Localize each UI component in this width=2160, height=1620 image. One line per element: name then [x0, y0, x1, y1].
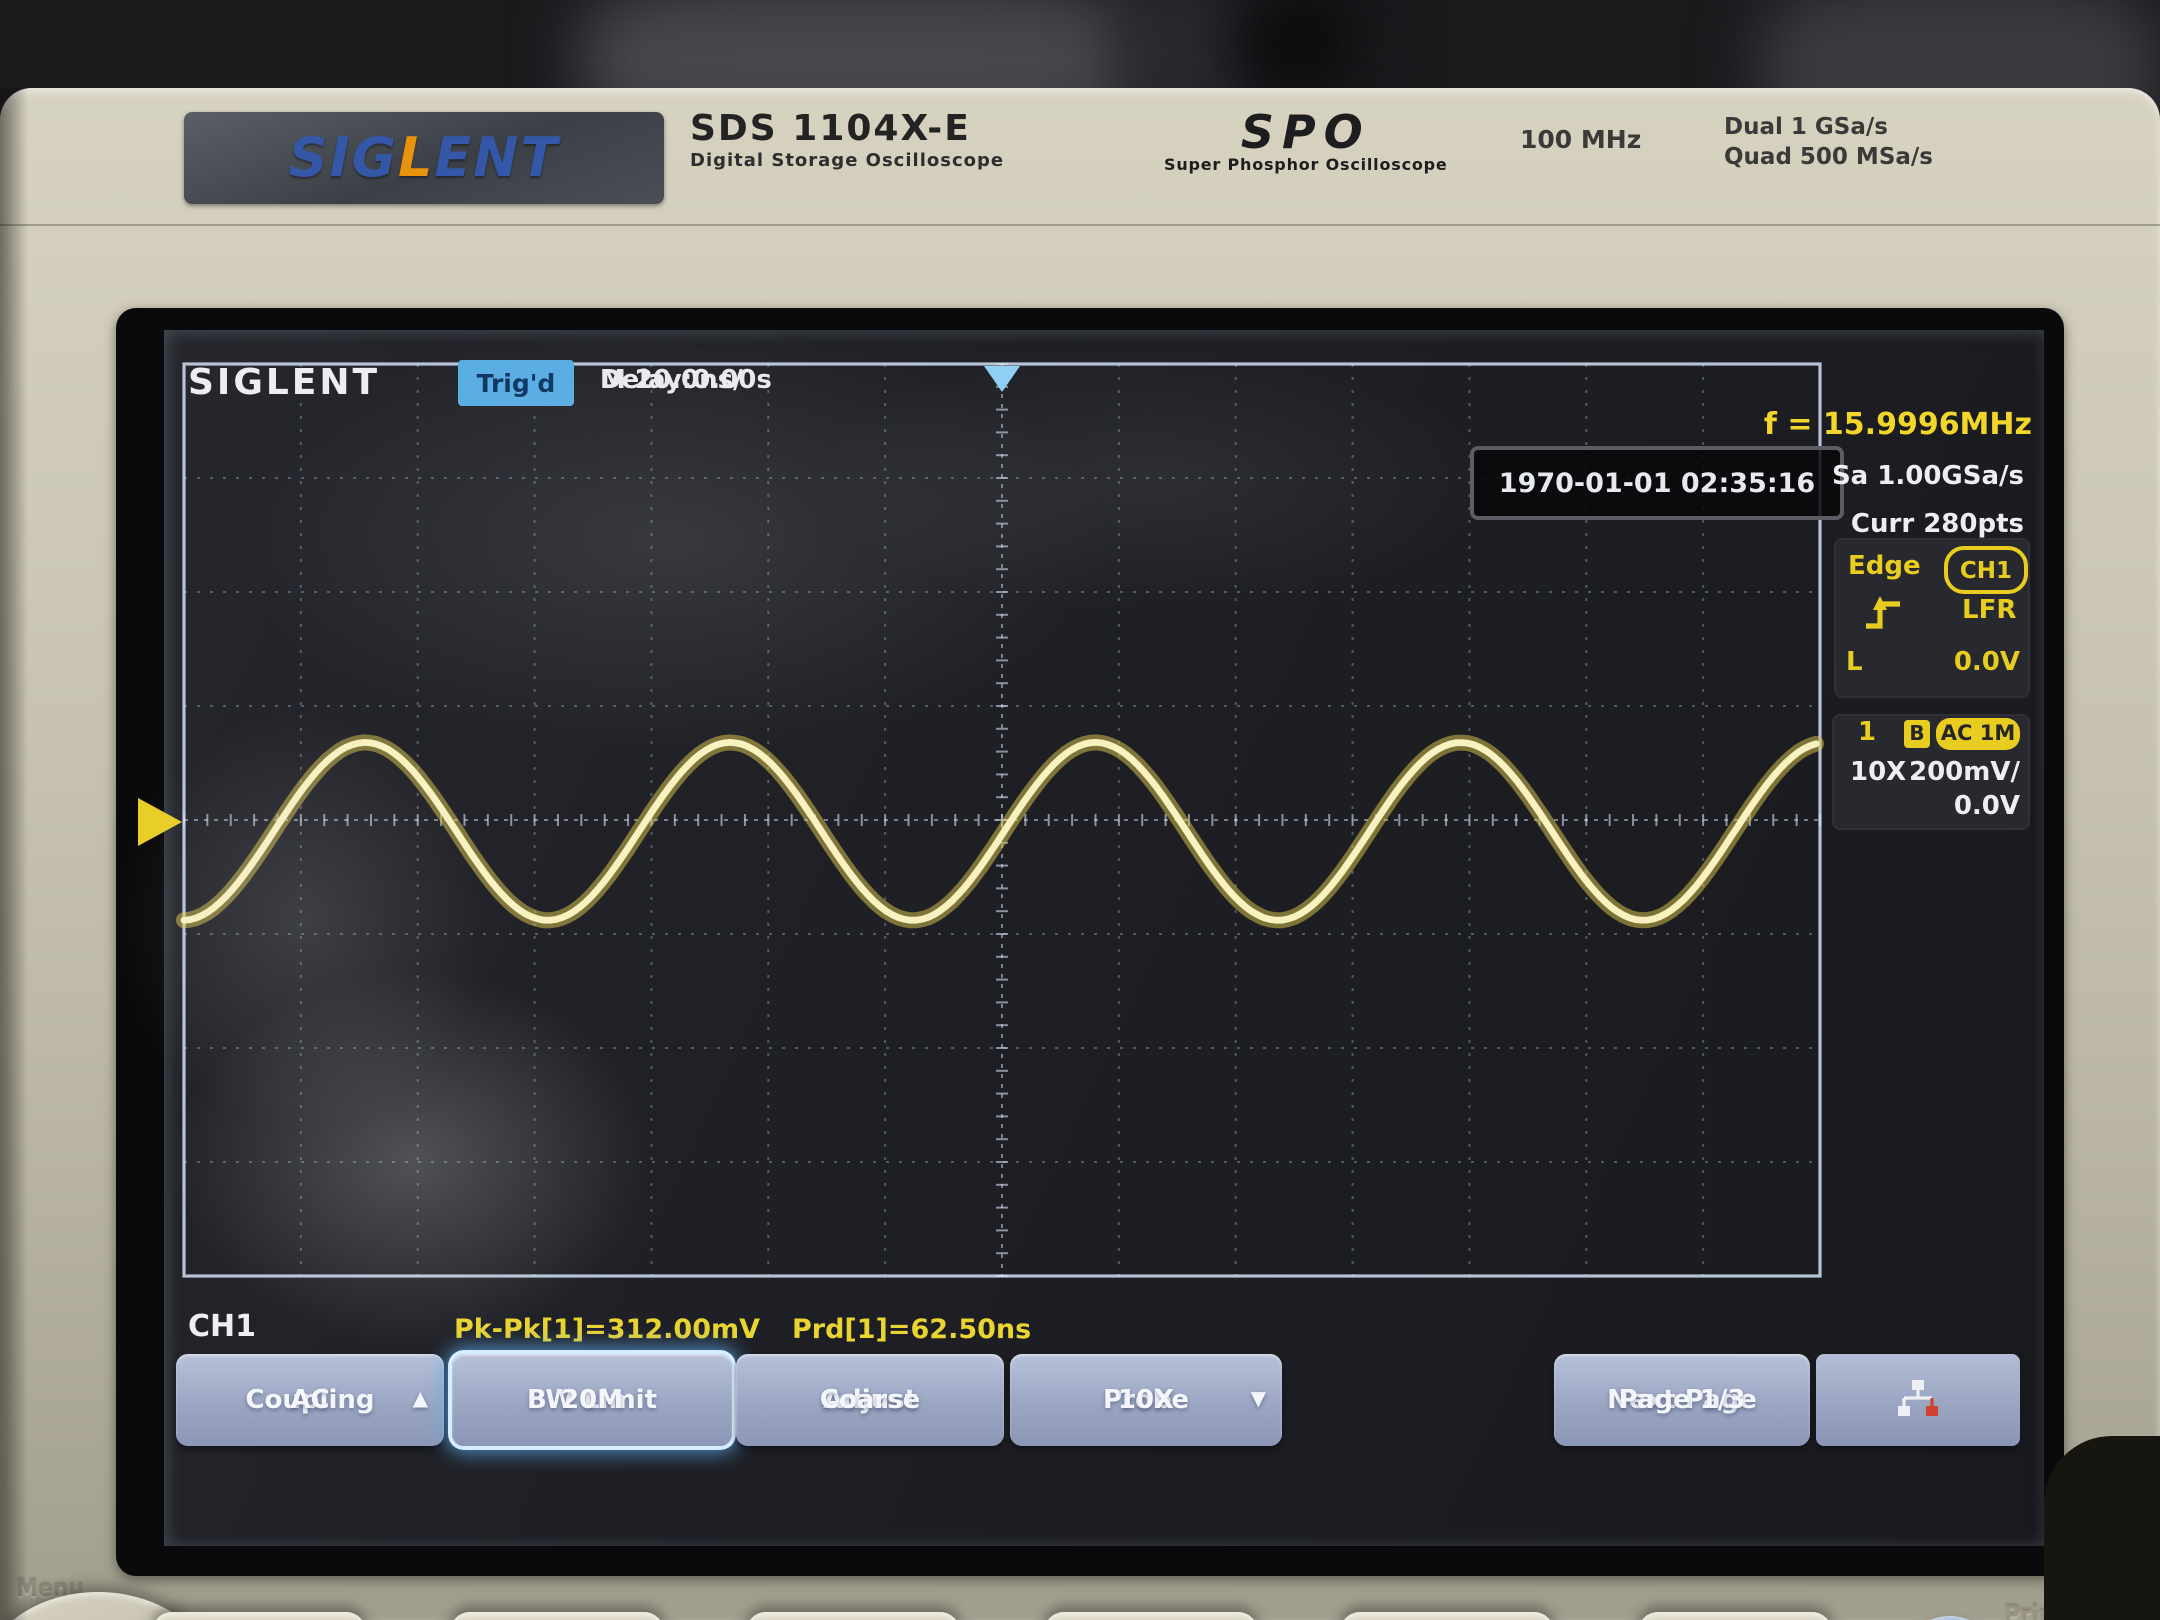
- lan-icon: [1898, 1380, 1938, 1416]
- siglent-logo-text: SIGLENT: [288, 127, 560, 189]
- model-name: SDS 1104X-E: [690, 108, 971, 150]
- spo-logo: SPO Super Phosphor Oscilloscope: [1164, 108, 1448, 174]
- softmenu-coupling[interactable]: Coupling AC ▲: [176, 1354, 444, 1446]
- trigger-coupling: LFR: [1962, 596, 2017, 626]
- channel1-info-panel: 1 B AC 1M 10X 200mV/ 0.0V: [1832, 714, 2030, 830]
- screen-brand-label: SIGLENT: [188, 362, 381, 404]
- memory-points-readout: Curr 280pts: [1850, 510, 2024, 540]
- lcd-display: SIGLENT Trig'd M 20.0ns/ Delay:0.00s f =…: [114, 330, 2044, 1546]
- volts-per-div: 200mV/: [1909, 758, 2020, 788]
- bandwidth-spec: 100 MHz: [1520, 124, 1642, 154]
- sample-rate-specs: Dual 1 GSa/s Quad 500 MSa/s: [1724, 112, 1933, 170]
- pkpk-measurement: Pk-Pk[1]=312.00mV: [454, 1314, 761, 1346]
- softkey-6[interactable]: [1638, 1612, 1832, 1620]
- softmenu-adjust-value: Coarse: [819, 1385, 921, 1415]
- brand-strip: SIGLENT SDS 1104X-E Digital Storage Osci…: [0, 96, 2160, 226]
- ch1-trace-glow: [176, 734, 1824, 929]
- trigger-source-badge: CH1: [1944, 546, 2028, 594]
- ch1-trace: [180, 738, 1820, 924]
- softmenu-next-page[interactable]: Next Page Page 1/3: [1554, 1354, 1810, 1446]
- trigger-level-value: 0.0V: [1953, 648, 2020, 678]
- trigger-level-label: L: [1846, 648, 1863, 678]
- softmenu-bw-label: BW Limit: [526, 1385, 658, 1415]
- channel-label: CH1: [188, 1308, 256, 1344]
- softkey-2[interactable]: [450, 1612, 664, 1620]
- delay-value: Delay:0.00s: [600, 366, 772, 396]
- softmenu-probe-value: 10X: [1117, 1385, 1175, 1415]
- trigger-position-marker: [984, 366, 1020, 392]
- softmenu-next-page-value: Page 1/3: [1618, 1385, 1746, 1415]
- timebase-value: M 20.0ns/: [600, 366, 743, 396]
- datetime-readout: 1970-01-01 02:35:16: [1470, 446, 1844, 520]
- softmenu-coupling-value: AC: [290, 1385, 330, 1415]
- period-measurement: Prd[1]=62.50ns: [792, 1314, 1032, 1346]
- siglent-logo: SIGLENT: [184, 112, 664, 204]
- photo-corner-shadow: [2044, 1436, 2160, 1620]
- model-block: SDS 1104X-E Digital Storage Oscilloscope: [690, 108, 1004, 172]
- softmenu-probe-label: Probe: [1103, 1385, 1189, 1415]
- waveform-graticule: [138, 362, 1824, 1278]
- trigger-mode: Edge: [1848, 552, 1921, 582]
- network-status-panel: [1816, 1354, 2020, 1446]
- softmenu-bw-limit[interactable]: BW Limit 20M: [452, 1354, 732, 1446]
- channel-offset: 0.0V: [1953, 792, 2020, 822]
- rising-edge-icon: [1866, 596, 1900, 629]
- sample-rate-readout: Sa 1.00GSa/s: [1831, 462, 2024, 492]
- channel-number: 1: [1858, 718, 1877, 748]
- down-arrow-icon: ▼: [1250, 1389, 1266, 1411]
- up-arrow-icon: ▲: [412, 1389, 428, 1411]
- case-edge-shade: [0, 88, 28, 1620]
- print-button[interactable]: [1900, 1616, 2000, 1620]
- trigger-panel: Edge CH1 LFR L 0.0V: [1834, 538, 2030, 698]
- softkey-3[interactable]: [746, 1612, 960, 1620]
- softmenu-adjust-label: Adjust: [822, 1385, 918, 1415]
- model-subtitle: Digital Storage Oscilloscope: [690, 152, 1005, 172]
- frequency-counter: f = 15.9996MHz: [1763, 406, 2032, 442]
- probe-attenuation: 10X: [1850, 758, 1907, 788]
- coupling-impedance-badge: AC 1M: [1936, 718, 2020, 750]
- softmenu-coupling-label: Coupling: [245, 1385, 375, 1415]
- trigger-status-badge: Trig'd: [458, 360, 574, 406]
- softkey-4[interactable]: [1044, 1612, 1258, 1620]
- softmenu-bw-value: 20M: [560, 1385, 624, 1415]
- softmenu-next-page-label: Next Page: [1607, 1385, 1757, 1415]
- softmenu-adjust[interactable]: Adjust Coarse: [736, 1354, 1004, 1446]
- softmenu-probe[interactable]: Probe 10X ▼: [1010, 1354, 1282, 1446]
- bw-limit-badge: B: [1904, 720, 1930, 748]
- softkey-5[interactable]: [1340, 1612, 1554, 1620]
- oscilloscope-case: SIGLENT SDS 1104X-E Digital Storage Osci…: [0, 88, 2160, 1620]
- softkey-1[interactable]: [152, 1612, 366, 1620]
- channel1-zero-marker: [138, 798, 182, 846]
